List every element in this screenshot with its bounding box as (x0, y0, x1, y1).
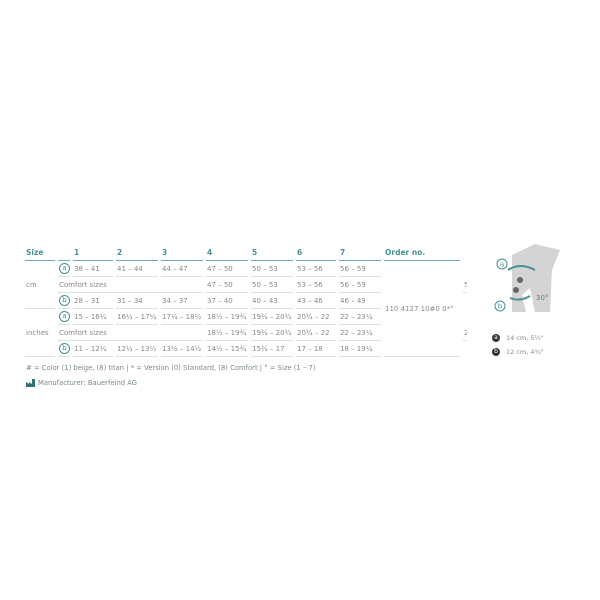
marker-cell: a (58, 309, 70, 325)
header-6: 6 (296, 245, 336, 261)
size-cell: 18½ – 19¾ (206, 325, 248, 341)
marker-b: b (59, 343, 70, 354)
legend-b-key: b (492, 348, 500, 356)
header-row: Size 1 2 3 4 5 6 7 Order no. (25, 245, 467, 261)
unit-label: cm (25, 261, 55, 309)
knee-diagram: a b 30° (494, 244, 560, 312)
header-4: 4 (206, 245, 248, 261)
legend-a-text: 14 cm, 5½" (506, 334, 544, 342)
unit-label: inches (25, 309, 55, 357)
size-cell: 38 – 41 (73, 261, 113, 277)
size-cell: 18½ – 19¾ (206, 309, 248, 325)
legend-a-key: a (492, 334, 500, 342)
size-table: Size 1 2 3 4 5 6 7 Order no. cm a 38 – 41 4… (22, 245, 470, 357)
size-cell: 40 – 43 (251, 293, 293, 309)
size-cell: 34 – 37 (161, 293, 203, 309)
legend-b-text: 12 cm, 4¾" (506, 348, 544, 356)
size-cell: 50 – 53 (251, 261, 293, 277)
table-row: b 11 – 12¼ 12¼ – 13½ 13½ – 14½ 14½ – 15¾ 15¾ … (25, 341, 467, 357)
table-row: Comfort sizes 18½ – 19¾ 19¾ – 20¾ 20¾ – 22 2… (25, 325, 467, 341)
diagram-label-b: b (498, 303, 503, 311)
size-cell: 53 – 56 (296, 277, 336, 293)
size-cell: 44 – 47 (161, 261, 203, 277)
header-5: 5 (251, 245, 293, 261)
size-cell: 37 – 40 (206, 293, 248, 309)
strap-a (507, 265, 536, 271)
size-cell: 19¾ – 20¾ (251, 325, 293, 341)
size-cell: 20¾ – 22 (296, 325, 336, 341)
size-cell: 17 – 18 (296, 341, 336, 357)
marker-a: a (59, 311, 70, 322)
table-row: inches a 15 – 16¼ 16¼ – 17¼ 17¼ – 18½ 18½ – 1… (25, 309, 467, 357)
legend-a: a 14 cm, 5½" (492, 334, 544, 342)
size-cell: 19¾ – 20¾ (251, 309, 293, 325)
marker-cell: b (58, 341, 70, 357)
size-cell: 15¾ – 17 (251, 341, 293, 357)
table-row: Comfort sizes 47 – 50 50 – 53 53 – 56 56 – 5… (25, 277, 467, 293)
size-cell: 50 – 53 (251, 277, 293, 293)
size-cell: 43 – 46 (296, 293, 336, 309)
size-cell: 15 – 16¼ (73, 309, 113, 325)
header-marker (58, 245, 70, 261)
strap-b (509, 295, 531, 301)
size-cell: 22 – 23¼ (339, 309, 381, 325)
header-7: 7 (339, 245, 381, 261)
order-number: 110 4127 10#0 0*° (384, 261, 460, 357)
comfort-label: Comfort sizes (58, 277, 203, 293)
size-cell: 17¼ – 18½ (161, 309, 203, 325)
header-3: 3 (161, 245, 203, 261)
size-cell: 53 – 56 (296, 261, 336, 277)
size-cell: 18 – 19¼ (339, 341, 381, 357)
size-cell: 16¼ – 17¼ (116, 309, 158, 325)
size-cell: 41 – 44 (116, 261, 158, 277)
header-order: Order no. (384, 245, 460, 261)
manufacturer-text: Manufacturer: Bauerfeind AG (38, 379, 138, 387)
marker-a: a (59, 263, 70, 274)
size-cell: 14½ – 15¾ (206, 341, 248, 357)
size-cell: 56 – 59 (339, 277, 381, 293)
legend-b: b 12 cm, 4¾" (492, 348, 544, 356)
size-cell: 46 – 49 (339, 293, 381, 309)
size-cell: 20¾ – 22 (296, 309, 336, 325)
header-2: 2 (116, 245, 158, 261)
comfort-label: Comfort sizes (58, 325, 203, 341)
size-cell: 28 – 31 (73, 293, 113, 309)
size-cell: 59 – 62 (463, 277, 467, 293)
table-row: b 28 – 31 31 – 34 34 – 37 37 – 40 40 – 43 43 –… (25, 293, 467, 309)
footnote: # = Color (1) beige, (8) titan | * = Ver… (26, 364, 316, 372)
size-cell: 31 – 34 (116, 293, 158, 309)
size-cell: 56 – 59 (339, 261, 381, 277)
angle-label: 30° (536, 294, 548, 302)
marker-b: b (59, 295, 70, 306)
table-row: cm a 38 – 41 41 – 44 44 – 47 47 – 50 50 – 53 53… (25, 261, 467, 357)
size-cell: 23¼ – 24¾ (463, 325, 467, 341)
manufacturer: Manufacturer: Bauerfeind AG (26, 379, 137, 387)
size-cell: 13½ – 14½ (161, 341, 203, 357)
size-cell: 11 – 12¼ (73, 341, 113, 357)
header-size: Size (25, 245, 55, 261)
size-cell: 47 – 50 (206, 277, 248, 293)
marker-cell: b (58, 293, 70, 309)
size-cell: 12¼ – 13½ (116, 341, 158, 357)
header-1: 1 (73, 245, 113, 261)
marker-cell: a (58, 261, 70, 277)
size-cell: 47 – 50 (206, 261, 248, 277)
factory-icon (26, 379, 35, 387)
diagram-label-a: a (500, 261, 504, 269)
size-cell: 22 – 23¼ (339, 325, 381, 341)
